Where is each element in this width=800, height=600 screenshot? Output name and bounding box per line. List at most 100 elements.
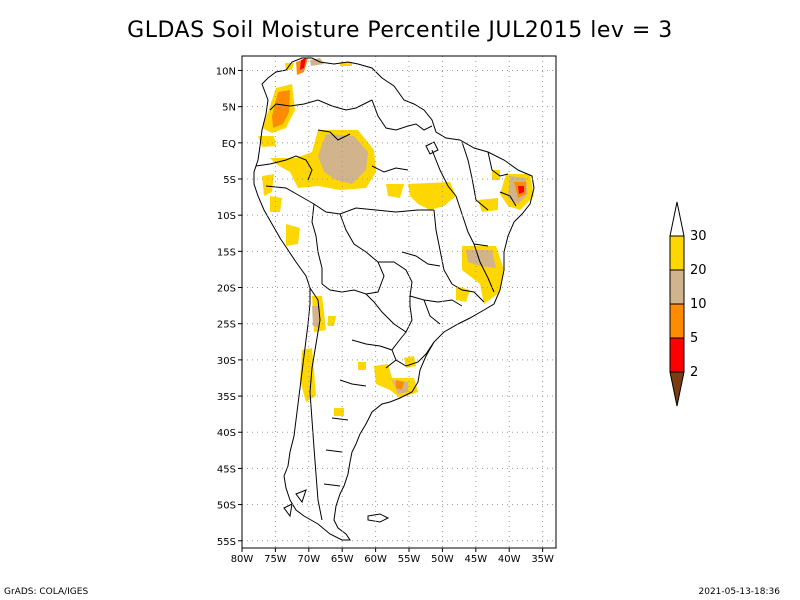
legend-swatch [669,269,685,305]
map-frame [241,55,557,549]
map-title: GLDAS Soil Moisture Percentile JUL2015 l… [127,18,673,43]
state-border [431,149,457,197]
legend-swatch [669,337,685,373]
state-border [499,191,517,207]
legend-label: 5 [690,331,698,346]
state-border [451,283,485,303]
island [295,489,307,504]
graticule [241,56,556,548]
lat-tick-label: 5N [222,103,236,114]
island [367,513,390,523]
lon-tick-label: 55W [398,554,421,565]
country-border [365,293,413,333]
anomaly-patch [262,174,274,196]
state-border [339,379,367,387]
lon-tick-label: 50W [431,554,454,565]
lon-tick-label: 60W [364,554,387,565]
country-border [321,213,385,295]
anomaly-patch [396,380,404,390]
country-border [269,99,373,111]
state-border [325,449,343,453]
state-border [461,141,489,211]
lon-tick-label: 40W [498,554,521,565]
grads-credit: GrADS: COLA/IGES [4,587,89,597]
anomaly-patch [456,286,470,302]
legend-label: 30 [690,229,707,244]
lat-tick-label: 20S [217,284,236,295]
anomaly-patch [386,184,404,198]
lat-tick-label: 45S [217,464,236,475]
lat-tick-label: 35S [217,392,236,403]
anomaly-patch [312,306,320,328]
country-border [371,99,409,131]
state-border [473,243,495,293]
lat-tick-label: 10S [217,211,236,222]
state-border [371,165,409,173]
anomaly-patch [272,90,290,128]
legend-swatch [669,201,685,237]
anomaly-patch [286,224,300,246]
state-border [409,295,463,307]
anomaly-patch [334,408,344,416]
anomaly-patch [358,362,366,370]
state-border [351,339,393,351]
state-border [433,209,453,285]
lon-tick-label: 65W [331,554,354,565]
state-border [323,483,341,487]
anomaly-patch [404,356,416,368]
lat-tick-label: 50S [217,501,236,512]
soil-moisture-shading [258,58,534,416]
anomaly-patch [466,250,496,268]
lat-tick-label: 30S [217,356,236,367]
lat-tick-label: EQ [222,139,236,150]
country-border [385,359,397,369]
legend-label: 20 [690,263,707,278]
anomaly-patch [492,170,500,180]
country-border [407,123,433,131]
color-legend: 2 5 10 20 30 [669,201,707,407]
anomaly-patch [300,348,316,402]
state-border [423,299,441,325]
anomaly-patch [300,58,306,70]
island [283,503,293,518]
lat-tick-label: 25S [217,320,236,331]
legend-swatch [669,235,685,271]
country-border [309,287,323,521]
anomaly-patch [318,134,368,184]
lon-tick-label: 80W [231,554,254,565]
state-border [455,195,489,247]
lat-tick-label: 40S [217,428,236,439]
axis-ticks: 10N 5N EQ 5S 10S 15S 20S 25S 30S 35S 40S 45S 50S 55S 8… [216,66,554,565]
lon-tick-label: 45W [465,554,488,565]
anomaly-patch [408,182,456,210]
lat-tick-label: 10N [216,66,236,77]
anomaly-patch [518,186,524,194]
state-border [401,251,441,267]
legend-swatch [669,371,685,407]
coastline [253,57,535,541]
country-border [265,185,434,215]
country-border [311,203,323,284]
timestamp: 2021-05-13-18:36 [698,587,781,597]
legend-swatch [669,303,685,339]
lat-tick-label: 15S [217,247,236,258]
lat-tick-label: 55S [217,537,236,548]
country-border [255,155,313,181]
legend-label: 2 [690,365,698,380]
state-border [331,417,349,421]
anomaly-patch [310,58,324,66]
state-border [487,151,509,177]
anomaly-patch [258,136,276,147]
anomaly-patch [478,198,498,212]
anomaly-patch [328,316,336,326]
country-border [378,261,413,297]
anomaly-patch [270,196,282,212]
country-border [391,331,435,367]
country-border [317,129,351,141]
island [425,141,439,155]
lon-tick-label: 70W [297,554,320,565]
lat-tick-label: 5S [223,175,236,186]
coastline-and-borders [253,57,535,541]
lon-tick-label: 35W [531,554,554,565]
